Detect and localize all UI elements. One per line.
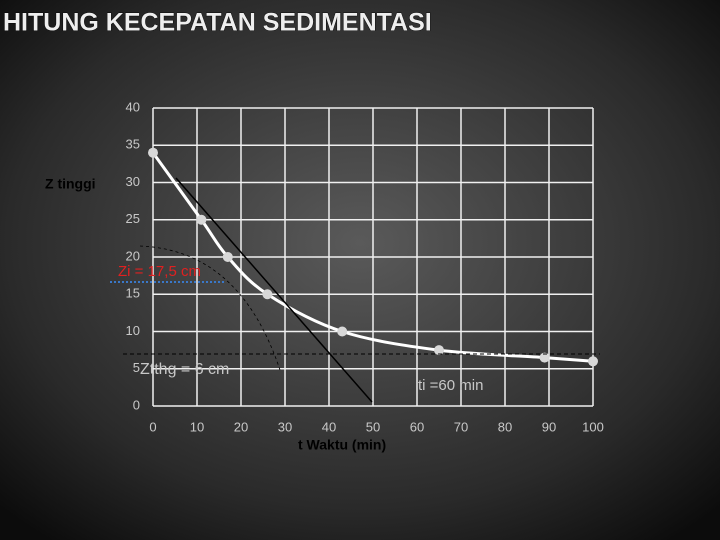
data-point — [196, 214, 207, 225]
tangent-line — [175, 177, 373, 403]
y-tick-label: 10 — [126, 323, 140, 338]
x-tick-label: 70 — [454, 419, 468, 434]
data-point — [222, 252, 233, 262]
data-point — [588, 356, 598, 367]
data-point — [262, 289, 273, 300]
plot: 0 5 10 15 20 25 30 35 40 0 10 20 30 40 50 60 70 80 90 100 — [126, 99, 604, 434]
x-tick-label: 100 — [582, 419, 604, 434]
zt-label: Ztthg = 6 cm — [140, 361, 229, 378]
y-axis-label: Z tinggi — [45, 176, 96, 192]
y-tick-label: 25 — [126, 211, 140, 226]
data-point — [539, 352, 550, 363]
data-point — [434, 345, 444, 356]
x-tick-label: 40 — [322, 419, 336, 434]
x-tick-label: 50 — [366, 419, 380, 434]
data-point — [148, 147, 158, 158]
x-tick-label: 10 — [190, 419, 204, 434]
y-tick-label: 0 — [133, 397, 140, 412]
x-tick-label: 20 — [234, 419, 248, 434]
x-tick-label: 90 — [542, 419, 556, 434]
x-tick-label: 60 — [410, 419, 424, 434]
zi-label: Zi = 17,5 cm — [118, 263, 201, 280]
y-tick-label: 30 — [126, 174, 140, 189]
x-tick-label: 0 — [149, 419, 156, 434]
y-tick-label: 20 — [126, 248, 140, 263]
title: HITUNG KECEPATAN SEDIMENTASI — [3, 9, 432, 37]
construction-arc — [139, 245, 281, 371]
x-tick-label: 30 — [278, 419, 292, 434]
x-axis-label: t Waktu (min) — [298, 437, 386, 453]
ti-label: ti =60 min — [418, 377, 483, 394]
y-tick-label: 35 — [126, 137, 140, 152]
y-tick-label: 15 — [126, 286, 140, 301]
y-tick-label: 5 — [133, 360, 140, 375]
data-point — [337, 326, 348, 337]
y-tick-label: 40 — [126, 99, 140, 114]
x-tick-label: 80 — [498, 419, 512, 434]
